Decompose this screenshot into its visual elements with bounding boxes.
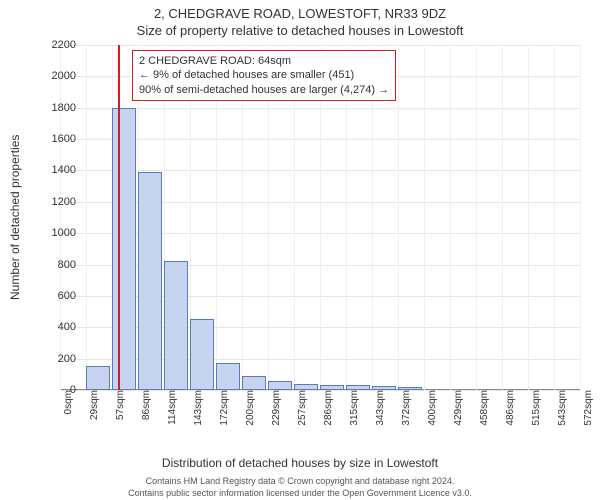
y-axis-label: Number of detached properties [8,135,22,300]
y-tick-label: 800 [36,259,76,271]
y-tick-label: 1600 [36,133,76,145]
y-tick-label: 1200 [36,196,76,208]
gridline-v [424,45,425,390]
y-tick-label: 1800 [36,102,76,114]
x-tick-label: 343sqm [375,390,386,440]
histogram-bar [164,261,188,390]
gridline-v [554,45,555,390]
footer-copyright: Contains HM Land Registry data © Crown c… [0,476,600,486]
histogram-bar [112,108,136,390]
x-tick-label: 114sqm [167,390,178,440]
callout-line2: ← 9% of detached houses are smaller (451… [139,68,389,82]
x-tick-label: 572sqm [583,390,594,440]
gridline-h [60,390,580,391]
gridline-v [86,45,87,390]
x-tick-label: 200sqm [245,390,256,440]
x-tick-label: 372sqm [401,390,412,440]
gridline-v [398,45,399,390]
x-tick-label: 400sqm [427,390,438,440]
x-tick-label: 486sqm [505,390,516,440]
y-tick-label: 400 [36,321,76,333]
gridline-v [450,45,451,390]
x-tick-label: 458sqm [479,390,490,440]
gridline-v [60,45,61,390]
x-tick-label: 515sqm [531,390,542,440]
gridline-v [476,45,477,390]
callout-line3: 90% of semi-detached houses are larger (… [139,83,389,97]
x-tick-label: 429sqm [453,390,464,440]
chart-container: 2, CHEDGRAVE ROAD, LOWESTOFT, NR33 9DZ S… [0,0,600,500]
histogram-bar [268,381,292,390]
x-axis-label: Distribution of detached houses by size … [0,456,600,470]
y-tick-label: 1000 [36,227,76,239]
y-tick-label: 200 [36,353,76,365]
x-tick-label: 315sqm [349,390,360,440]
histogram-bar [190,319,214,390]
x-tick-label: 29sqm [89,390,100,440]
histogram-bar [216,363,240,390]
x-tick-label: 86sqm [141,390,152,440]
histogram-bar [242,376,266,390]
y-tick-label: 1400 [36,164,76,176]
x-tick-label: 257sqm [297,390,308,440]
plot-area: 2 CHEDGRAVE ROAD: 64sqm← 9% of detached … [60,45,580,390]
y-tick-label: 2000 [36,70,76,82]
callout-line1: 2 CHEDGRAVE ROAD: 64sqm [139,54,389,68]
callout-box: 2 CHEDGRAVE ROAD: 64sqm← 9% of detached … [132,50,396,101]
x-tick-label: 57sqm [115,390,126,440]
title-address: 2, CHEDGRAVE ROAD, LOWESTOFT, NR33 9DZ [0,0,600,21]
gridline-v [528,45,529,390]
property-marker-line [118,45,120,390]
x-tick-label: 172sqm [219,390,230,440]
x-tick-label: 0sqm [63,390,74,440]
footer-licence: Contains public sector information licen… [0,488,600,498]
x-tick-label: 143sqm [193,390,204,440]
y-tick-label: 600 [36,290,76,302]
x-tick-label: 543sqm [557,390,568,440]
x-tick-label: 286sqm [323,390,334,440]
histogram-bar [86,366,110,390]
gridline-v [580,45,581,390]
histogram-bar [138,172,162,390]
title-subtitle: Size of property relative to detached ho… [0,21,600,38]
x-tick-label: 229sqm [271,390,282,440]
gridline-v [502,45,503,390]
y-tick-label: 2200 [36,39,76,51]
